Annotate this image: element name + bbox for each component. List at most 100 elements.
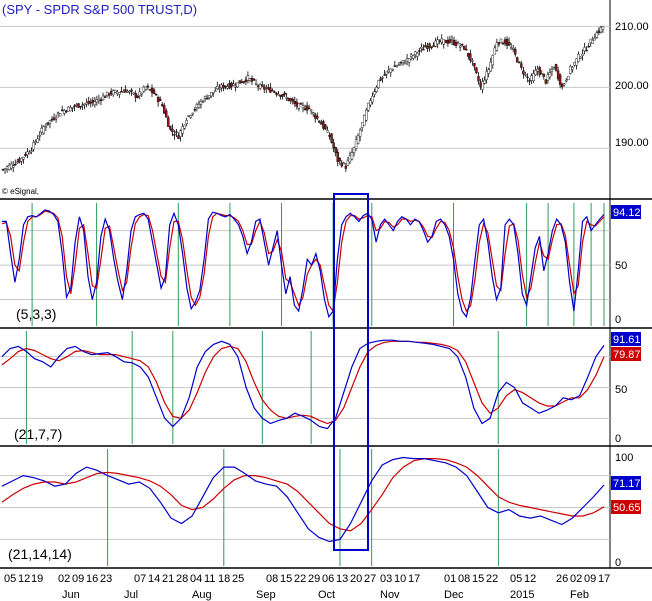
candle-body [271, 89, 274, 92]
candle-body [401, 60, 405, 63]
candle-body [246, 75, 250, 81]
x-day-label: 03 [380, 573, 392, 585]
candle-body [81, 104, 84, 106]
candle-body [238, 80, 241, 84]
p3-value-badge-red [611, 500, 641, 514]
candle-body [118, 92, 121, 95]
source-label: © eSignal, [2, 187, 39, 196]
candle-body [12, 165, 15, 168]
candle-body [148, 89, 152, 91]
candle-body [473, 62, 476, 67]
candle-body [587, 46, 590, 48]
p2-value-red: 79.87 [613, 349, 641, 361]
candle-body [336, 151, 339, 162]
candle-body [183, 124, 186, 129]
candle-body [160, 104, 164, 106]
candle-body [377, 80, 380, 88]
candle-body [516, 57, 519, 63]
candle-body [156, 97, 160, 103]
candle-body [491, 55, 494, 66]
candle-body [397, 64, 401, 66]
candle-body [26, 151, 29, 156]
x-month-label: Jun [62, 589, 80, 601]
candle-body [487, 69, 490, 74]
candle-body [126, 90, 129, 93]
candle-body [201, 101, 205, 103]
candle-body [579, 56, 582, 59]
stoch-panel-5-3-3 [0, 203, 610, 326]
price-tick-190: 190.00 [615, 137, 649, 149]
price-candles [1, 25, 605, 174]
candle-body [332, 142, 335, 149]
p3-value-badge-blue [611, 476, 641, 490]
p3-value-blue: 71.17 [613, 478, 641, 490]
candle-body [577, 54, 580, 62]
x-month-label: Nov [380, 589, 400, 601]
stoch-panel-21-7-7 [0, 331, 610, 444]
candle-body [446, 39, 450, 44]
param-label-21-7-7: (21,7,7) [14, 426, 62, 442]
candle-body [48, 120, 52, 124]
candle-body [83, 103, 86, 106]
candle-body [275, 92, 278, 95]
candle-body [254, 83, 258, 85]
candle-body [501, 43, 505, 45]
p2-tick-50: 50 [615, 384, 627, 396]
candle-body [436, 39, 439, 45]
candle-body [456, 42, 460, 45]
candle-body [552, 67, 556, 70]
candle-body [130, 89, 133, 92]
candle-body [181, 126, 184, 134]
candle-body [416, 52, 419, 57]
candle-body [599, 27, 603, 33]
candle-body [499, 38, 503, 43]
candle-body [195, 104, 199, 108]
candle-body [340, 162, 343, 167]
candle-body [52, 117, 56, 120]
candle-body [77, 103, 80, 108]
candle-body [458, 45, 462, 48]
p1-tick-0: 0 [615, 314, 621, 326]
candle-body [1, 169, 5, 171]
candle-body [244, 79, 248, 82]
candle-body [150, 87, 154, 93]
candle-body [511, 48, 515, 50]
price-tick-210: 210.00 [615, 21, 649, 33]
candle-body [348, 155, 352, 163]
candle-body [87, 100, 90, 104]
candle-body [520, 63, 523, 68]
candle-body [146, 85, 150, 88]
candle-body [454, 41, 458, 46]
candle-body [242, 81, 246, 83]
candle-body [479, 82, 482, 87]
candle-body [597, 30, 601, 33]
candle-body [569, 66, 572, 74]
candle-body [46, 122, 50, 125]
candle-body [556, 70, 560, 80]
p1-value-badge-blue [611, 205, 641, 219]
candle-body [122, 91, 125, 93]
candle-body [356, 135, 360, 144]
candle-body [354, 139, 358, 149]
candle-body [411, 55, 415, 59]
price-tick-200: 200.00 [615, 80, 649, 92]
candle-body [344, 165, 348, 169]
candle-body [595, 32, 599, 38]
candle-body [71, 107, 74, 109]
candle-body [585, 49, 588, 52]
candle-body [103, 96, 107, 98]
candle-body [573, 62, 576, 66]
x-day-label: 20 [350, 573, 362, 585]
candle-body [560, 83, 564, 88]
candle-body [338, 157, 341, 162]
candle-body [124, 89, 127, 93]
candle-body [216, 86, 219, 89]
candle-body [69, 106, 72, 112]
candle-body [50, 118, 54, 121]
candle-body [440, 38, 443, 43]
p1-tick-50: 50 [615, 260, 627, 272]
candle-body [205, 98, 209, 100]
candle-body [367, 102, 370, 111]
x-day-label: 05 [510, 573, 522, 585]
